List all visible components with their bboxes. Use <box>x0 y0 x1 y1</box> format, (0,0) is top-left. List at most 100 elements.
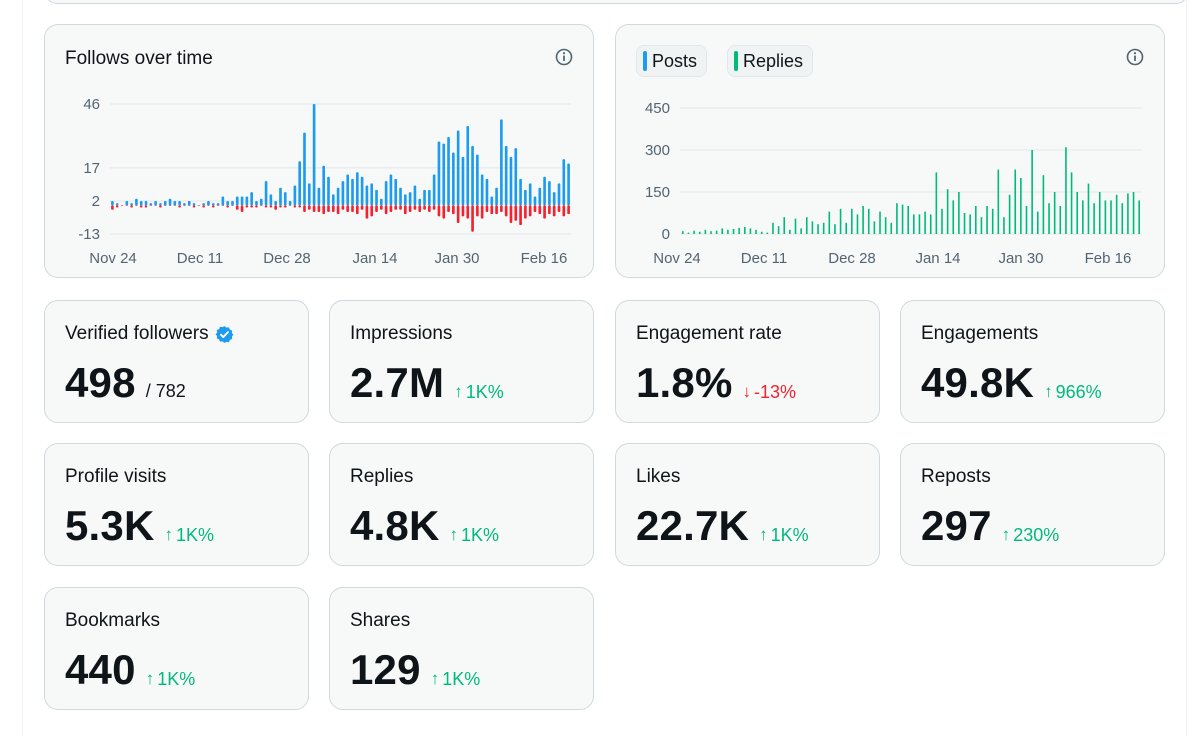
replies-bar <box>1048 203 1050 234</box>
left-divider <box>22 0 23 736</box>
stat-card-engagements[interactable]: Engagements 49.8K ↑ 966% <box>900 300 1165 423</box>
stat-card-reposts[interactable]: Reposts 297 ↑ 230% <box>900 443 1165 566</box>
replies-bar <box>845 222 848 234</box>
replies-bar <box>777 226 780 234</box>
loss-bar <box>144 205 148 208</box>
gain-bar <box>351 178 354 206</box>
gain-bar <box>514 148 518 206</box>
stat-value: 1.8% <box>636 359 733 406</box>
gain-bar <box>139 200 143 206</box>
loss-bar <box>235 205 239 210</box>
gain-bar <box>125 200 129 206</box>
loss-bar <box>408 205 412 212</box>
stat-card-shares[interactable]: Shares 129 ↑ 1K% <box>329 587 594 710</box>
gain-bar <box>207 200 210 206</box>
loss-bar <box>413 205 417 210</box>
gain-bar <box>471 145 474 206</box>
stat-value: 129 <box>350 646 421 693</box>
x-tick-label: Feb 16 <box>1085 250 1132 267</box>
replies-bar <box>1070 172 1073 234</box>
stat-value: 297 <box>921 502 992 549</box>
stat-card-profile-visits[interactable]: Profile visits 5.3K ↑ 1K% <box>44 443 309 566</box>
stat-card-bookmarks[interactable]: Bookmarks 440 ↑ 1K% <box>44 587 309 710</box>
loss-bar <box>447 205 450 212</box>
replies-bar <box>1065 147 1067 234</box>
loss-bar <box>307 205 311 210</box>
loss-bar <box>264 205 268 208</box>
replies-bar <box>743 227 746 234</box>
loss-bar <box>538 205 542 215</box>
gain-bar <box>557 183 561 206</box>
stat-card-engagement-rate[interactable]: Engagement rate 1.8% ↓ -13% <box>615 300 880 423</box>
gain-bar <box>423 189 426 206</box>
gain-bar <box>476 154 479 206</box>
gain-bar <box>221 196 225 206</box>
loss-bar <box>509 205 513 223</box>
stat-card-likes[interactable]: Likes 22.7K ↑ 1K% <box>615 443 880 566</box>
loss-bar <box>466 205 470 219</box>
loss-bar <box>159 205 162 208</box>
stat-card-verified-followers[interactable]: Verified followers 498 / 782 <box>44 300 309 423</box>
replies-bar <box>828 211 831 234</box>
loss-bar <box>437 205 441 217</box>
loss-bar <box>442 205 446 219</box>
stat-value-row: 5.3K ↑ 1K% <box>65 502 214 550</box>
replies-bar <box>986 206 988 234</box>
replies-bar <box>958 192 960 234</box>
replies-bar <box>772 222 774 234</box>
loss-bar <box>135 205 138 206</box>
stat-value-row: 297 ↑ 230% <box>921 502 1059 550</box>
replies-bar <box>1082 200 1084 234</box>
gain-bar <box>183 203 186 206</box>
stat-delta: ↑ 1K% <box>454 382 504 403</box>
loss-bar <box>130 205 133 208</box>
replies-bar <box>1042 175 1045 234</box>
loss-bar <box>490 205 494 215</box>
stat-delta-value: -13% <box>754 381 797 402</box>
gain-bar <box>307 183 311 206</box>
info-icon[interactable] <box>555 48 573 66</box>
loss-bar <box>504 205 508 217</box>
gain-bar <box>336 187 340 206</box>
loss-bar <box>293 205 297 208</box>
loss-bar <box>298 205 302 208</box>
loss-bar <box>543 205 546 219</box>
stat-card-impressions[interactable]: Impressions 2.7M ↑ 1K% <box>329 300 594 423</box>
stat-value-row: 129 ↑ 1K% <box>350 646 480 694</box>
loss-bar <box>240 205 244 212</box>
stat-label: Verified followers <box>65 323 234 345</box>
posts-replies-chart-plot: 450 300 150 0 Nov 24 Dec 11 Dec 28 Jan 14 Jan 30… <box>645 100 1142 267</box>
loss-bar <box>187 205 191 206</box>
gain-bar <box>500 119 503 206</box>
loss-bar <box>259 205 263 206</box>
loss-bar <box>533 205 537 212</box>
stat-value: 22.7K <box>636 502 750 549</box>
loss-bar <box>226 205 229 208</box>
gain-bar <box>495 187 498 206</box>
replies-bar <box>946 189 949 234</box>
follows-chart-title: Follows over time <box>65 48 213 69</box>
loss-bar <box>370 205 374 217</box>
loss-bar <box>269 205 273 208</box>
stat-delta: ↑ 1K% <box>450 525 500 546</box>
loss-bar <box>485 205 489 212</box>
gain-bar <box>341 181 345 206</box>
loss-bar <box>528 205 532 217</box>
replies-bar <box>1127 193 1129 234</box>
loss-bar <box>355 205 359 215</box>
legend-posts[interactable]: Posts <box>636 45 708 77</box>
replies-bar <box>851 208 853 234</box>
follows-chart-plot: 46 17 2 -13 Nov 24 Dec 11 Dec 28 Jan 14 Jan 30 Fe… <box>78 96 571 267</box>
stat-label: Reposts <box>921 466 991 487</box>
stat-total: / 782 <box>145 381 186 401</box>
loss-bar <box>125 205 129 206</box>
stat-delta-value: 1K% <box>176 524 215 545</box>
gain-bar <box>480 174 484 206</box>
replies-bar <box>969 214 971 234</box>
stat-card-replies[interactable]: Replies 4.8K ↑ 1K% <box>329 443 594 566</box>
legend-replies[interactable]: Replies <box>727 45 814 77</box>
loss-bar <box>255 205 258 208</box>
replies-bar <box>991 208 994 234</box>
info-icon[interactable] <box>1126 48 1144 66</box>
loss-bar <box>384 205 388 215</box>
